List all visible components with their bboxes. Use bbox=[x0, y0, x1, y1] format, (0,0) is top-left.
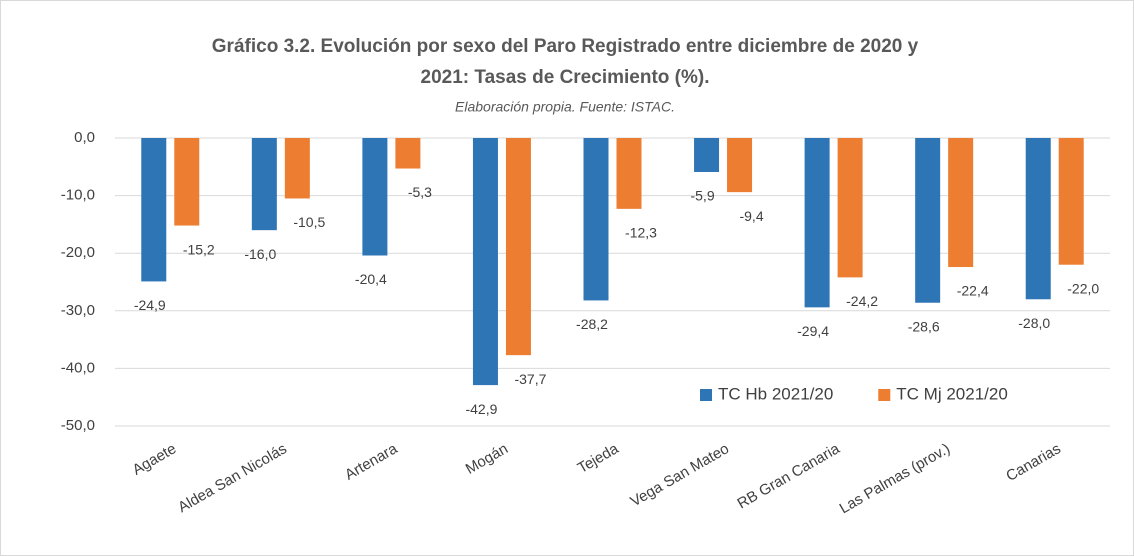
y-tick-label: -10,0 bbox=[61, 187, 95, 204]
bar bbox=[915, 138, 941, 303]
bar bbox=[141, 138, 167, 282]
bar bbox=[616, 138, 642, 209]
value-label: -5,3 bbox=[408, 184, 432, 200]
legend-swatch bbox=[878, 389, 891, 401]
value-label: -15,2 bbox=[183, 241, 215, 257]
bar bbox=[251, 138, 277, 231]
bar bbox=[727, 138, 753, 193]
y-tick-label: -40,0 bbox=[61, 359, 95, 376]
value-label: -20,4 bbox=[355, 271, 387, 287]
value-label: -24,9 bbox=[134, 297, 166, 313]
value-label: -22,0 bbox=[1067, 280, 1099, 296]
value-label: -12,3 bbox=[625, 225, 657, 241]
value-label: -28,6 bbox=[908, 318, 940, 334]
bar bbox=[837, 138, 863, 278]
bar bbox=[583, 138, 609, 301]
y-tick-label: -20,0 bbox=[61, 244, 95, 261]
legend-swatch bbox=[700, 389, 712, 401]
y-tick-label: 0,0 bbox=[74, 129, 95, 146]
value-label: -16,0 bbox=[244, 246, 276, 262]
value-label: -10,5 bbox=[293, 214, 325, 230]
value-label: -9,4 bbox=[739, 208, 763, 224]
bar bbox=[284, 138, 310, 199]
bar bbox=[174, 138, 200, 226]
bar bbox=[395, 138, 421, 169]
y-tick-label: -50,0 bbox=[61, 417, 95, 434]
bar bbox=[472, 138, 498, 386]
value-label: -24,2 bbox=[846, 293, 878, 309]
chart-title: Gráfico 3.2. Evolución por sexo del Paro… bbox=[212, 36, 919, 57]
value-label: -5,9 bbox=[690, 188, 714, 204]
bar bbox=[1058, 138, 1084, 265]
bar bbox=[362, 138, 388, 256]
bar bbox=[1025, 138, 1051, 300]
value-label: -22,4 bbox=[957, 283, 989, 299]
bar bbox=[694, 138, 720, 172]
value-label: -42,9 bbox=[465, 401, 497, 417]
value-label: -37,7 bbox=[514, 371, 546, 387]
bar bbox=[948, 138, 974, 268]
y-tick-label: -30,0 bbox=[61, 302, 95, 319]
value-label: -29,4 bbox=[797, 323, 829, 339]
chart-title: 2021: Tasas de Crecimiento (%). bbox=[421, 67, 710, 88]
bar bbox=[505, 138, 531, 356]
chart-subtitle: Elaboración propia. Fuente: ISTAC. bbox=[455, 99, 675, 115]
legend-label: TC Hb 2021/20 bbox=[718, 384, 833, 403]
value-label: -28,0 bbox=[1018, 315, 1050, 331]
bar bbox=[804, 138, 830, 308]
legend-label: TC Mj 2021/20 bbox=[896, 384, 1008, 403]
value-label: -28,2 bbox=[576, 316, 608, 332]
